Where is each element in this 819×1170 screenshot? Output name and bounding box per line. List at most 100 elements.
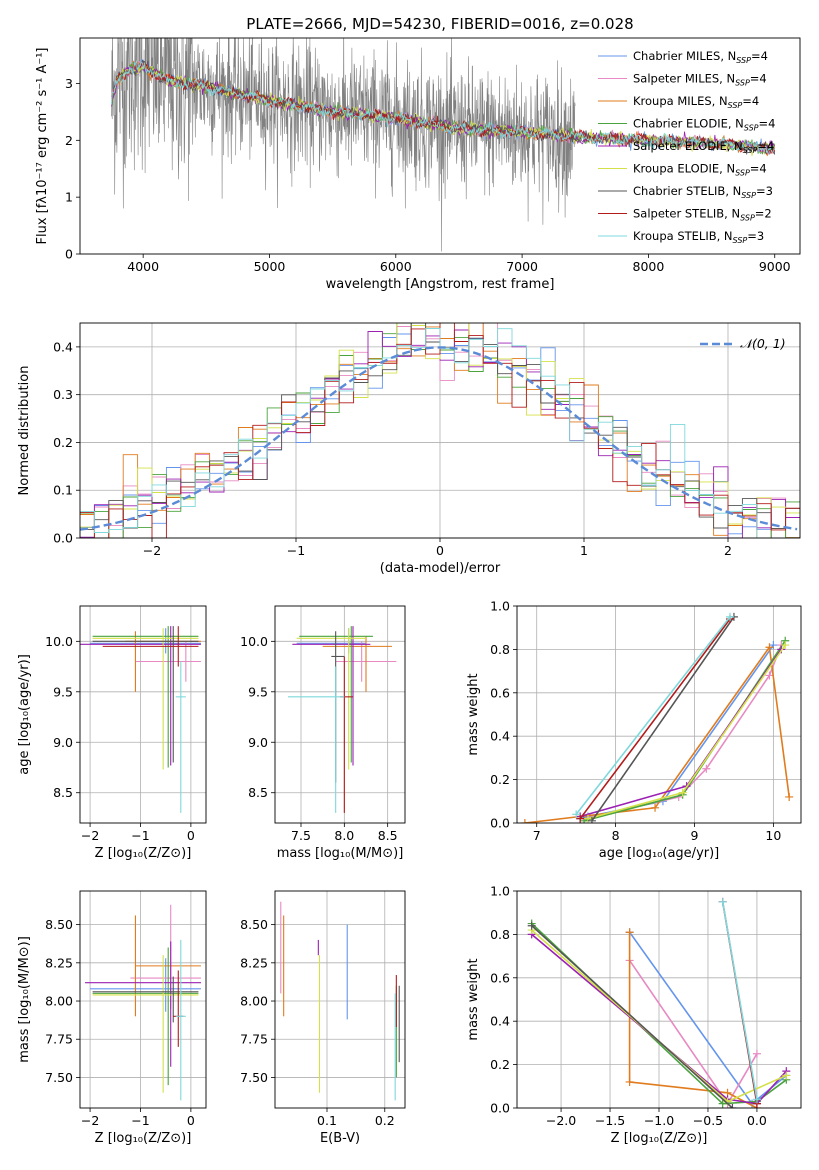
y-tick-label: 0.0 (53, 531, 73, 546)
y-tick-label: 8.25 (45, 955, 73, 970)
model-spectrum-6 (111, 59, 776, 155)
weight-line-6 (531, 925, 733, 1108)
panel-age_vs_mass: 7.5 8.0 8.5 8.5 9.0 9.5 10.0 mass [log₁₀(M/M⊙)] (240, 605, 406, 861)
x-axis-label: Z [log₁₀(Z/Z⊙)] (611, 1131, 708, 1146)
x-tick-label: −2 (143, 543, 161, 558)
plot-area (520, 612, 794, 823)
weight-line-7 (579, 618, 731, 820)
y-tick-label: 0.8 (490, 927, 510, 942)
plot-area (111, 38, 776, 252)
y-tick-label: 9.5 (248, 684, 268, 699)
axes-frame (79, 890, 207, 1109)
x-axis-label: (data-model)/error (380, 561, 501, 576)
x-tick-label: 0.0 (747, 1113, 767, 1128)
legend-entry-1: Salpeter MILES, NSSP=4 (633, 72, 767, 88)
panel-weight_vs_Z: −2.0 −1.5 −1.0 −0.5 0.0 0.0 0.2 0.4 0.6 0.8 1.0 Z [… (466, 884, 802, 1146)
x-tick-label: −2 (81, 828, 99, 843)
weight-line-0 (579, 644, 775, 820)
x-axis-label: mass [log₁₀(M/M⊙)] (277, 846, 404, 861)
x-tick-label: 0.2 (375, 1113, 395, 1128)
y-tick-label: 10.0 (45, 634, 73, 649)
model-spectrum-8 (111, 60, 776, 154)
y-axis-label: mass weight (466, 958, 481, 1040)
x-tick-label: 8 (612, 828, 620, 843)
x-tick-label: −1.0 (644, 1113, 674, 1128)
y-tick-label: 0.0 (490, 1101, 510, 1116)
y-tick-label: 0.4 (53, 339, 73, 354)
y-tick-label: 0.2 (490, 772, 510, 787)
y-tick-label: 7.75 (240, 1032, 268, 1047)
axes-frame (79, 605, 207, 824)
panel-weight_vs_age: 7 8 9 10 0.0 0.2 0.4 0.6 0.8 1.0 age [log₁₀(age/yr… (466, 599, 802, 861)
panel-spectrum: 4000 5000 6000 7000 8000 9000 0 1 2 3 wavelength [… (35, 37, 801, 292)
x-tick-label: 4000 (127, 259, 159, 274)
weight-marker (781, 641, 790, 650)
y-tick-label: 8.25 (240, 955, 268, 970)
weight-line-2 (628, 932, 758, 1108)
weight-marker (765, 643, 774, 652)
y-tick-label: 0.2 (53, 435, 73, 450)
histogram-7 (80, 323, 800, 538)
y-tick-label: 9.5 (53, 684, 73, 699)
x-tick-label: 0 (436, 543, 444, 558)
y-axis-label: mass weight (466, 673, 481, 755)
x-axis-label: wavelength [Angstrom, rest frame] (326, 277, 555, 292)
x-tick-label: 2 (724, 543, 732, 558)
x-tick-label: 9 (691, 828, 699, 843)
y-tick-label: 8.50 (45, 917, 73, 932)
x-tick-label: −1.5 (595, 1113, 625, 1128)
plot-area (527, 897, 791, 1108)
weight-marker (728, 1104, 737, 1108)
histogram-3 (80, 323, 800, 538)
weight-line-2 (524, 645, 790, 823)
y-tick-label: 0.2 (490, 1057, 510, 1072)
weight-marker (752, 1049, 761, 1058)
plot-area (80, 626, 201, 813)
weight-marker (718, 1099, 727, 1108)
weight-marker (587, 816, 596, 823)
weight-line-8 (575, 616, 731, 815)
weight-marker (702, 764, 711, 773)
weight-marker (572, 810, 581, 819)
weight-marker (782, 1071, 791, 1080)
y-tick-label: 9.0 (53, 735, 73, 750)
plot-area (85, 904, 201, 1101)
y-tick-label: 1.0 (490, 599, 510, 614)
axes-frame (516, 605, 802, 824)
y-tick-label: 0.4 (490, 729, 510, 744)
y-tick-label: 8.00 (240, 994, 268, 1009)
x-tick-label: 0 (187, 828, 195, 843)
axes-frame (274, 605, 406, 824)
x-axis-label: age [log₁₀(age/yr)] (599, 846, 720, 861)
y-axis-label: Flux [fλ10⁻¹⁷ erg cm⁻² s⁻¹ A⁻¹] (35, 48, 50, 245)
x-tick-label: 5000 (254, 259, 286, 274)
weight-marker (718, 897, 727, 906)
x-tick-label: 7.5 (291, 828, 311, 843)
x-tick-label: −1 (131, 828, 149, 843)
y-tick-label: 2 (65, 133, 73, 148)
panel-mass_vs_Z: −2 −1 0 7.50 7.75 8.00 8.25 8.50 Z [log₁₀(Z/Z⊙)]… (17, 890, 207, 1146)
x-axis-label: Z [log₁₀(Z/Z⊙)] (95, 1131, 192, 1146)
x-tick-label: 8.5 (378, 828, 398, 843)
legend-entry-6: Chabrier STELIB, NSSP=3 (633, 184, 773, 200)
y-tick-label: 8.5 (53, 785, 73, 800)
y-tick-label: 8.5 (248, 785, 268, 800)
x-tick-label: −0.5 (693, 1113, 723, 1128)
y-axis-label: age [log₁₀(age/yr)] (17, 654, 32, 775)
x-tick-label: −1 (131, 1113, 149, 1128)
x-tick-label: 7000 (506, 259, 538, 274)
x-tick-label: 0.1 (317, 1113, 337, 1128)
y-tick-label: 9.0 (248, 735, 268, 750)
y-tick-label: 0.0 (490, 816, 510, 831)
y-tick-label: 1.0 (490, 884, 510, 899)
y-tick-label: 0 (65, 247, 73, 262)
x-tick-label: 0 (187, 1113, 195, 1128)
y-tick-label: 0.8 (490, 642, 510, 657)
weight-marker (785, 792, 794, 801)
weight-marker (625, 928, 634, 937)
gaussian-legend-label: 𝒩(0, 1) (740, 336, 786, 351)
x-axis-label: E(B-V) (320, 1131, 360, 1146)
axes-frame (274, 890, 406, 1109)
x-tick-label: −2.0 (546, 1113, 576, 1128)
